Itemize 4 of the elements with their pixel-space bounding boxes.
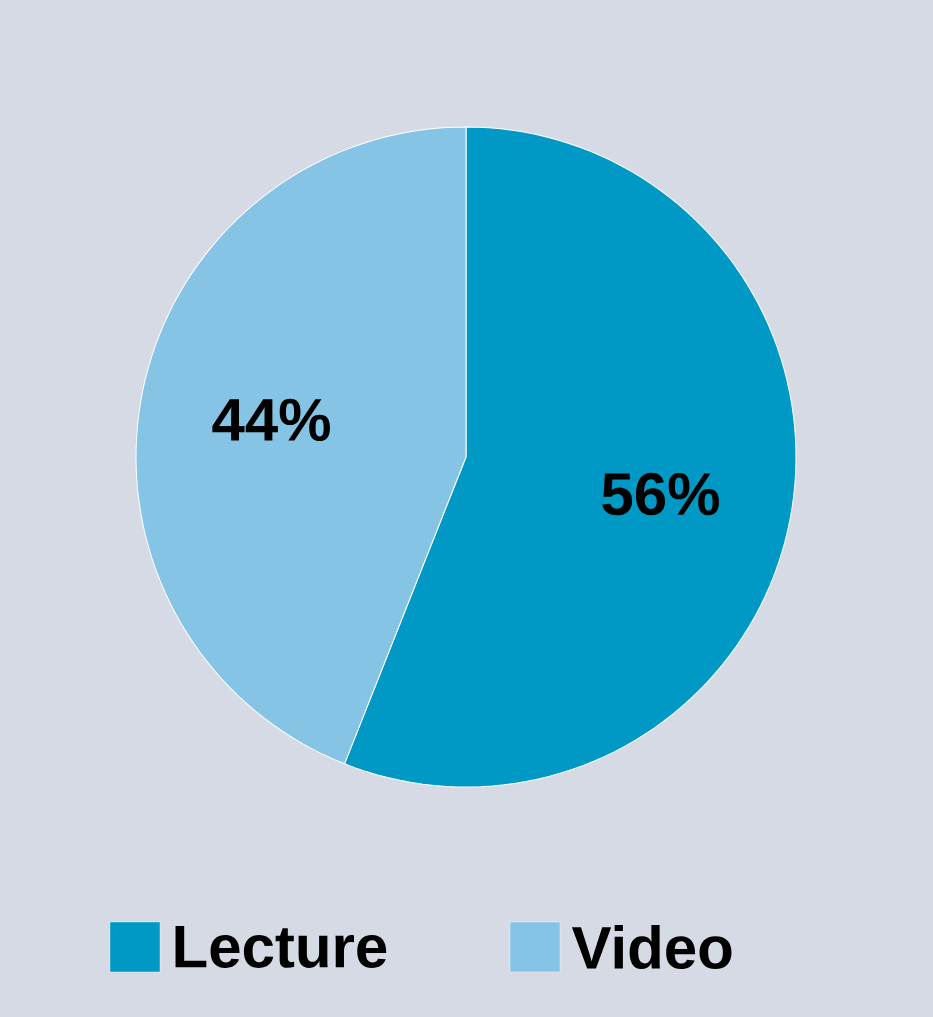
legend-label: Lecture (175, 926, 387, 968)
data-label: 56% (602, 472, 719, 516)
legend-label: Video (571, 924, 732, 970)
data-label: 44% (212, 398, 330, 441)
